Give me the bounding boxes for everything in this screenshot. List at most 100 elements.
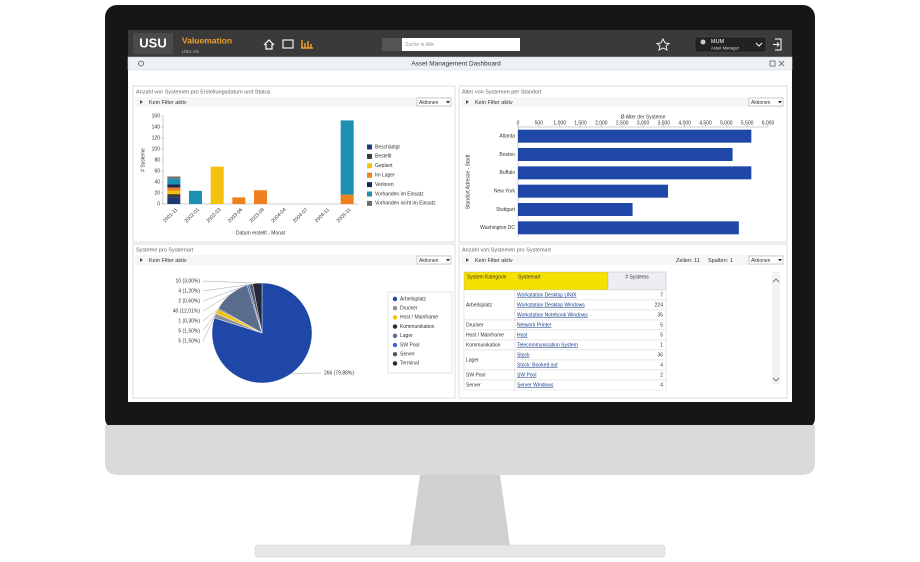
legend-swatch — [367, 172, 372, 178]
y-tick-label: Atlanta — [499, 133, 515, 139]
panel-title: Alter von Systemen per Standort — [462, 89, 542, 95]
y-tick-label: Buffalo — [500, 170, 516, 176]
y-tick-label: Boston — [499, 152, 515, 158]
expand-arrow[interactable] — [140, 100, 143, 104]
bar-segment — [340, 120, 354, 195]
dashboard-title: Asset Management Dashboard — [411, 61, 501, 68]
bar-segment — [167, 197, 181, 204]
systemart-link[interactable]: Server Windows — [517, 382, 554, 388]
expand-arrow[interactable] — [466, 100, 469, 104]
legend-swatch — [392, 333, 398, 338]
count-cell: 2 — [660, 372, 663, 378]
category-cell: Lager — [466, 357, 479, 363]
legend-label: Terminal — [400, 361, 419, 367]
x-tick-label: 3,000 — [637, 120, 650, 126]
y-tick-label: 0 — [157, 201, 160, 207]
x-tick-label: 6,000 — [762, 120, 775, 126]
column-header: Systemart — [518, 274, 541, 280]
expand-arrow[interactable] — [466, 258, 469, 262]
x-tick-label: 1,000 — [553, 120, 566, 126]
y-tick-label: Stuttgart — [496, 207, 516, 213]
stand-neck — [410, 475, 510, 546]
y-tick-label: 80 — [154, 157, 160, 163]
legend-swatch — [392, 352, 398, 357]
legend-swatch — [392, 324, 398, 329]
monitor-icon[interactable] — [282, 39, 294, 49]
expand-arrow[interactable] — [140, 258, 143, 262]
logout-icon[interactable] — [773, 38, 782, 51]
user-menu[interactable] — [694, 36, 767, 53]
search-scope[interactable] — [382, 38, 402, 51]
systemart-link[interactable]: Workstation Notebook Windows — [517, 312, 588, 318]
count-cell: 5 — [660, 322, 663, 328]
filter-bar — [461, 97, 783, 107]
legend-label: Vorhanden nicht im Einsatz — [375, 201, 436, 207]
search-box[interactable] — [402, 38, 520, 51]
systemart-link[interactable]: Workstation Desktop UNIX — [517, 292, 577, 298]
count-cell: 1 — [660, 342, 663, 348]
company: USU AG — [182, 49, 200, 54]
bar-segment — [167, 187, 181, 191]
legend-label: Lager — [400, 333, 413, 339]
actions-button[interactable] — [416, 97, 452, 107]
column-header: System Kategorie — [467, 274, 507, 280]
count-cell: 35 — [657, 312, 663, 318]
bar-segment — [210, 166, 224, 204]
legend-label: Vorhanden im Einsatz — [375, 191, 424, 197]
systemart-link[interactable]: Telecommunication System — [517, 342, 578, 348]
scrollbar[interactable] — [772, 272, 780, 384]
slice-label: 4 (1,20%) — [178, 288, 200, 294]
actions-button[interactable] — [416, 255, 452, 265]
bar-segment — [167, 184, 181, 188]
x-tick-label: 500 — [535, 120, 544, 126]
leader-line — [202, 311, 218, 332]
count-cell: 5 — [660, 332, 663, 338]
count-cell: 7 — [660, 292, 663, 298]
y-tick-label: Washington DC — [480, 225, 515, 231]
logo: USU — [139, 35, 166, 50]
pie-slice — [252, 282, 263, 334]
legend-swatch — [367, 191, 372, 197]
filter-bar — [135, 97, 451, 107]
filter-label: Kein Filter aktiv — [149, 258, 187, 264]
category-cell: Server — [466, 382, 481, 388]
row-cell — [514, 349, 667, 361]
legend-swatch — [392, 361, 398, 366]
chin — [105, 425, 815, 475]
chart-icon[interactable] — [301, 40, 313, 49]
systemart-link[interactable]: SW Pool — [517, 372, 536, 378]
count-cell: 224 — [655, 302, 664, 308]
bar-segment — [167, 194, 181, 198]
filter-label: Kein Filter aktiv — [475, 258, 513, 264]
column-header: # Systems — [625, 274, 649, 280]
close-icon[interactable] — [778, 60, 785, 67]
scroll-arrows[interactable] — [772, 278, 780, 382]
window-icon[interactable] — [769, 60, 776, 67]
legend-swatch — [367, 200, 372, 206]
category-cell: Host / Mainframe — [466, 332, 504, 338]
filter-bar — [135, 255, 451, 265]
actions-button[interactable] — [748, 255, 784, 265]
filter-label: Kein Filter aktiv — [475, 100, 513, 106]
slice-label: 2 (0,60%) — [178, 298, 200, 304]
home-icon[interactable] — [263, 39, 275, 50]
x-tick-label: 5,000 — [720, 120, 733, 126]
refresh-icon[interactable] — [138, 60, 144, 67]
legend-label: Host / Mainframe — [400, 315, 438, 321]
legend-label: Kommunikation — [400, 324, 435, 330]
x-axis-label: Ø Alter der Systeme — [621, 114, 666, 120]
x-tick-label: 3,500 — [658, 120, 671, 126]
legend-label: Geplant — [375, 163, 393, 169]
systemart-link[interactable]: Network Printer — [517, 322, 552, 328]
systemart-link[interactable]: Host — [517, 332, 528, 338]
systemart-link[interactable]: Workstation Desktop Windows — [517, 302, 585, 308]
y-axis-label: Standort Adresse - Stadt — [465, 154, 471, 209]
favorite-icon[interactable] — [655, 37, 671, 51]
y-tick-label: New York — [494, 188, 516, 194]
systemart-link[interactable]: Stock: Booked out — [517, 362, 558, 368]
panel-title: Anzahl von Systemen pro Systemart — [462, 247, 551, 253]
legend-swatch — [392, 306, 398, 311]
actions-button[interactable] — [748, 97, 784, 107]
legend-label: Beschädigt — [375, 144, 400, 150]
systemart-link[interactable]: Stock — [517, 352, 530, 358]
